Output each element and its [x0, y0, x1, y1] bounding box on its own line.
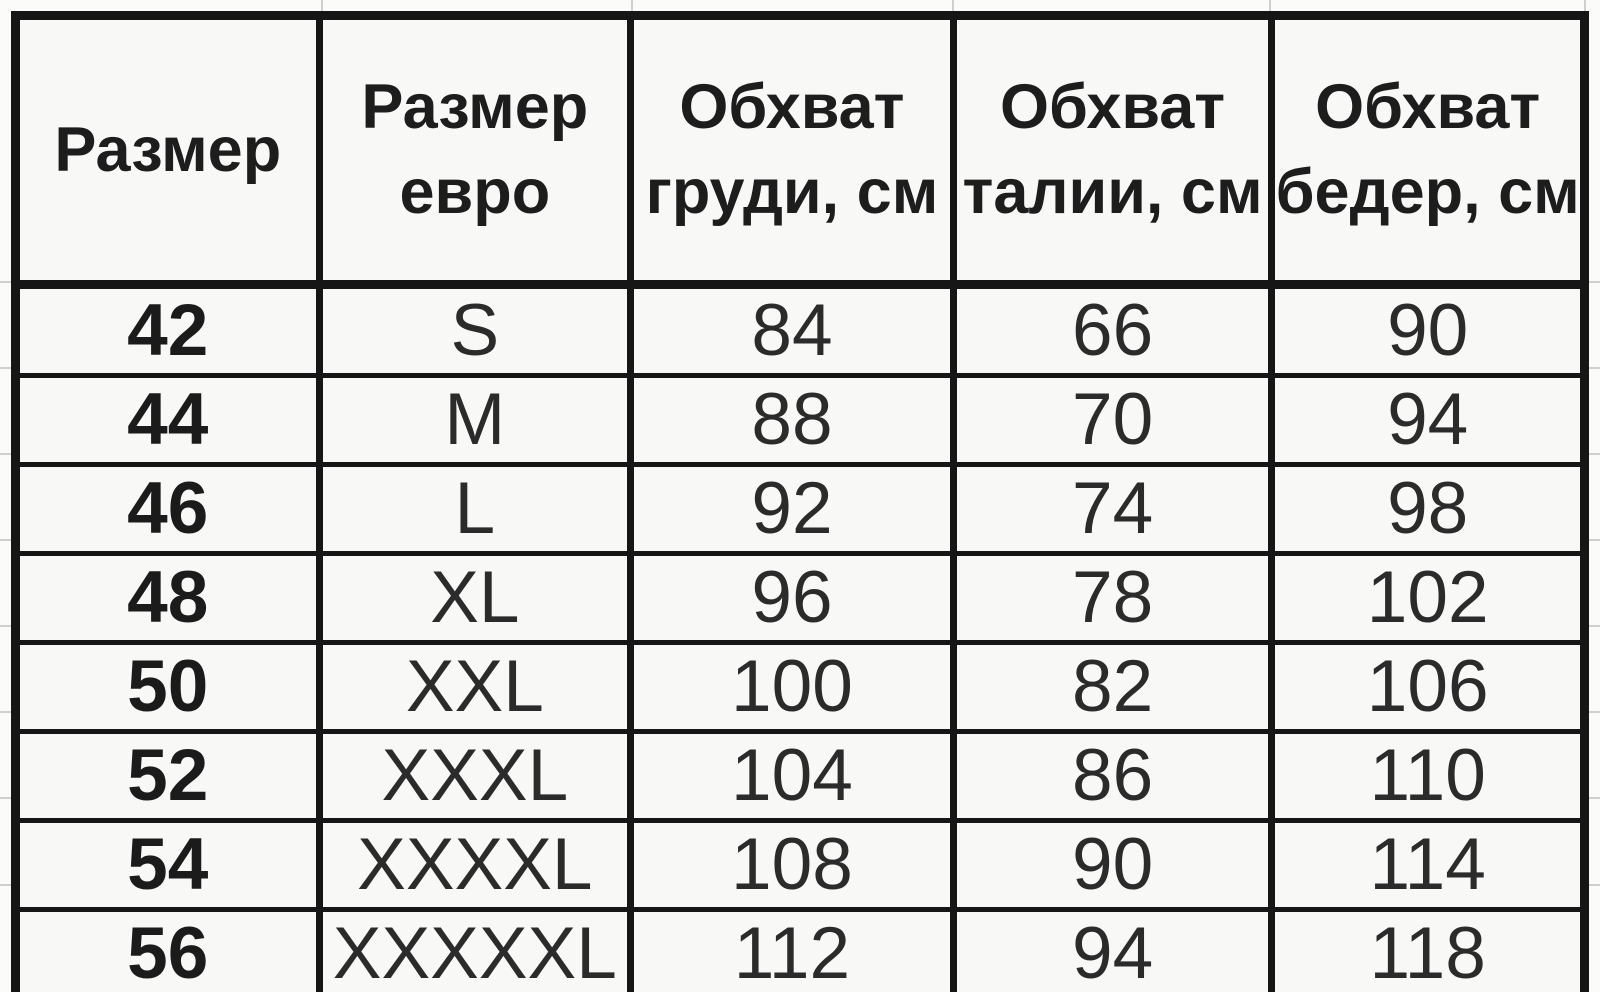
- cell-chest: 112: [627, 907, 957, 992]
- header-row: Размер Размер евро Обхват груди, см Обхв…: [12, 13, 1588, 289]
- cell-waist: 82: [949, 640, 1276, 734]
- cell-size: 42: [12, 282, 323, 378]
- gridline-stub: [1589, 625, 1600, 627]
- cell-hips: 90: [1268, 282, 1588, 378]
- cell-size: 44: [12, 373, 323, 467]
- gridline-stub: [0, 367, 11, 369]
- cell-waist: 70: [949, 373, 1276, 467]
- cell-chest: 96: [627, 551, 957, 645]
- cell-size: 54: [12, 818, 323, 912]
- column-header-size: Размер: [12, 13, 323, 289]
- gridline-stub: [1589, 711, 1600, 713]
- column-header-waist: Обхват талии, см: [949, 13, 1276, 289]
- cell-hips: 118: [1268, 907, 1588, 992]
- gridline-stub: [1589, 797, 1600, 799]
- cell-waist: 66: [949, 282, 1276, 378]
- gridline-stub: [0, 884, 11, 886]
- gridline-stub: [0, 711, 11, 713]
- cell-hips: 102: [1268, 551, 1588, 645]
- cell-euro-size: XL: [315, 551, 635, 645]
- gridline-stub: [0, 625, 11, 627]
- cell-chest: 100: [627, 640, 957, 734]
- gridline-stub: [631, 0, 633, 11]
- table-row: 48 XL 96 78 102: [12, 551, 1588, 645]
- gridline-stub: [1589, 453, 1600, 455]
- cell-waist: 90: [949, 818, 1276, 912]
- cell-euro-size: XXXXL: [315, 818, 635, 912]
- cell-chest: 104: [627, 729, 957, 823]
- gridline-stub: [1589, 884, 1600, 886]
- cell-size: 52: [12, 729, 323, 823]
- cell-waist: 74: [949, 462, 1276, 556]
- cell-chest: 84: [627, 282, 957, 378]
- cell-size: 56: [12, 907, 323, 992]
- table-row: 44 M 88 70 94: [12, 373, 1588, 467]
- cell-waist: 78: [949, 551, 1276, 645]
- column-header-hips: Обхват бедер, см: [1268, 13, 1588, 289]
- cell-hips: 106: [1268, 640, 1588, 734]
- cell-waist: 86: [949, 729, 1276, 823]
- cell-hips: 94: [1268, 373, 1588, 467]
- gridline-stub: [321, 0, 323, 11]
- cell-euro-size: M: [315, 373, 635, 467]
- cell-chest: 92: [627, 462, 957, 556]
- cell-size: 48: [12, 551, 323, 645]
- column-header-euro-size: Размер евро: [315, 13, 635, 289]
- gridline-stub: [952, 0, 954, 11]
- cell-euro-size: XXXXXL: [315, 907, 635, 992]
- cell-size: 46: [12, 462, 323, 556]
- column-header-chest: Обхват груди, см: [627, 13, 957, 289]
- cell-size: 50: [12, 640, 323, 734]
- cell-euro-size: S: [315, 282, 635, 378]
- gridline-stub: [1584, 0, 1586, 11]
- size-chart-table: Размер Размер евро Обхват груди, см Обхв…: [11, 11, 1589, 992]
- gridline-stub: [0, 281, 11, 283]
- cell-hips: 114: [1268, 818, 1588, 912]
- gridline-stub: [1269, 0, 1271, 11]
- gridline-stub: [0, 797, 11, 799]
- gridline-stub: [1589, 367, 1600, 369]
- cell-euro-size: L: [315, 462, 635, 556]
- cell-euro-size: XXXL: [315, 729, 635, 823]
- cell-hips: 110: [1268, 729, 1588, 823]
- table-row: 46 L 92 74 98: [12, 462, 1588, 556]
- cell-waist: 94: [949, 907, 1276, 992]
- table-row: 54 XXXXL 108 90 114: [12, 818, 1588, 912]
- gridline-stub: [0, 453, 11, 455]
- gridline-stub: [1589, 539, 1600, 541]
- table-row: 56 XXXXXL 112 94 118: [12, 907, 1588, 992]
- table-row: 42 S 84 66 90: [12, 282, 1588, 378]
- gridline-stub: [0, 539, 11, 541]
- cell-chest: 108: [627, 818, 957, 912]
- gridline-stub: [1589, 281, 1600, 283]
- table-row: 50 XXL 100 82 106: [12, 640, 1588, 734]
- cell-euro-size: XXL: [315, 640, 635, 734]
- table-row: 52 XXXL 104 86 110: [12, 729, 1588, 823]
- cell-hips: 98: [1268, 462, 1588, 556]
- cell-chest: 88: [627, 373, 957, 467]
